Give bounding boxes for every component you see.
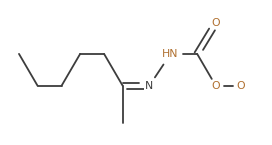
Text: O: O <box>211 18 220 28</box>
Text: O: O <box>211 81 220 91</box>
Text: N: N <box>145 81 153 91</box>
Text: HN: HN <box>162 49 179 59</box>
Text: O: O <box>237 81 245 91</box>
